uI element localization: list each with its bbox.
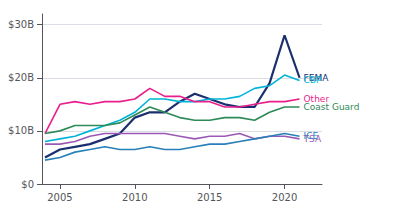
svg-text:2020: 2020 (272, 192, 297, 203)
svg-text:2015: 2015 (197, 192, 222, 203)
svg-text:2005: 2005 (47, 192, 72, 203)
svg-text:$20B: $20B (8, 72, 34, 83)
svg-text:$10B: $10B (8, 125, 34, 136)
svg-text:2010: 2010 (122, 192, 147, 203)
svg-text:CBP: CBP (304, 75, 322, 85)
svg-text:$0: $0 (21, 179, 34, 190)
svg-text:$30B: $30B (8, 19, 34, 30)
svg-text:Coast Guard: Coast Guard (304, 102, 360, 112)
svg-text:ICE: ICE (304, 131, 319, 141)
svg-text:Other: Other (303, 94, 330, 104)
